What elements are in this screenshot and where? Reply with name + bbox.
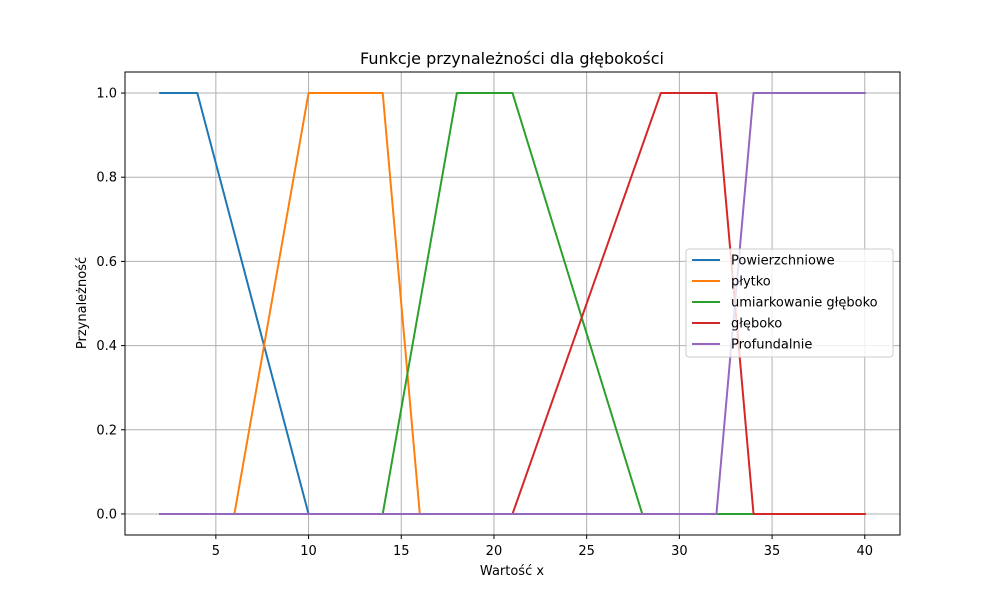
x-axis-ticks: 5 10 15 20 25 30 35 40	[212, 535, 873, 559]
y-tick-label: 0.0	[96, 507, 117, 522]
x-tick-label: 30	[671, 544, 688, 559]
legend-label: umiarkowanie głęboko	[731, 296, 878, 311]
legend-box	[685, 248, 894, 358]
legend: Powierzchniowe płytko umiarkowanie głęboko…	[685, 248, 894, 358]
y-tick-label: 1.0	[96, 87, 117, 102]
y-tick-label: 0.8	[96, 171, 117, 186]
x-tick-label: 15	[393, 544, 410, 559]
chart-title: Funkcje przynależności dla głębokości	[360, 49, 664, 68]
plot-frame	[124, 71, 901, 536]
y-axis-label: Przynależność	[75, 257, 90, 349]
legend-label: Powierzchniowe	[731, 254, 835, 269]
x-tick-label: 25	[578, 544, 595, 559]
legend-label: płytko	[731, 275, 771, 290]
x-tick-label: 40	[856, 544, 873, 559]
y-tick-label: 0.2	[96, 423, 117, 438]
y-tick-label: 0.6	[96, 255, 117, 270]
x-tick-label: 5	[212, 544, 220, 559]
y-axis-ticks: 0.0 0.2 0.4 0.6 0.8 1.0	[96, 87, 125, 522]
x-axis-label: Wartość x	[480, 564, 544, 579]
y-tick-label: 0.4	[96, 339, 117, 354]
x-tick-label: 10	[300, 544, 317, 559]
x-tick-label: 20	[486, 544, 503, 559]
x-tick-label: 35	[764, 544, 781, 559]
legend-label: Profundalnie	[731, 338, 812, 353]
legend-label: głęboko	[731, 317, 782, 332]
